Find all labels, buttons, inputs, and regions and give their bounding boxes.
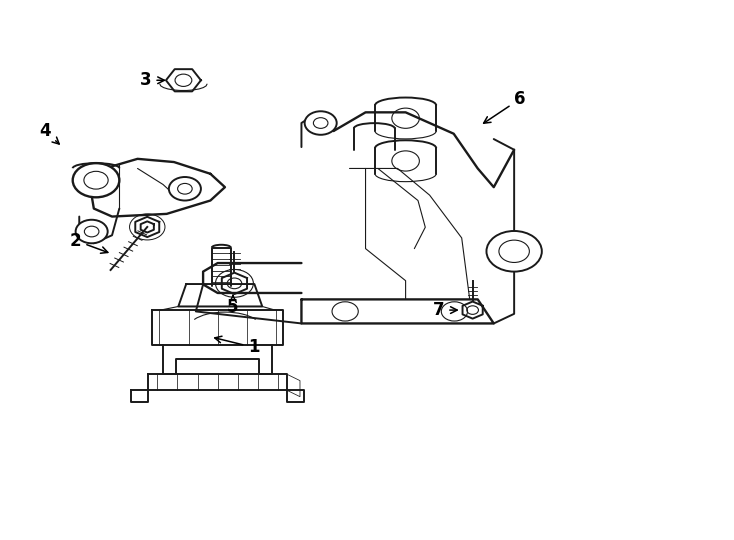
Circle shape [441, 302, 468, 321]
Text: 4: 4 [39, 122, 59, 144]
Circle shape [305, 111, 337, 135]
Text: 6: 6 [484, 90, 526, 123]
Circle shape [73, 163, 120, 197]
Text: 2: 2 [70, 232, 108, 253]
Text: 1: 1 [215, 336, 260, 356]
Circle shape [169, 177, 201, 200]
Text: 7: 7 [432, 301, 457, 319]
Circle shape [332, 302, 358, 321]
Circle shape [487, 231, 542, 272]
Text: 5: 5 [228, 295, 239, 316]
Text: 3: 3 [139, 71, 164, 89]
Circle shape [76, 220, 108, 244]
